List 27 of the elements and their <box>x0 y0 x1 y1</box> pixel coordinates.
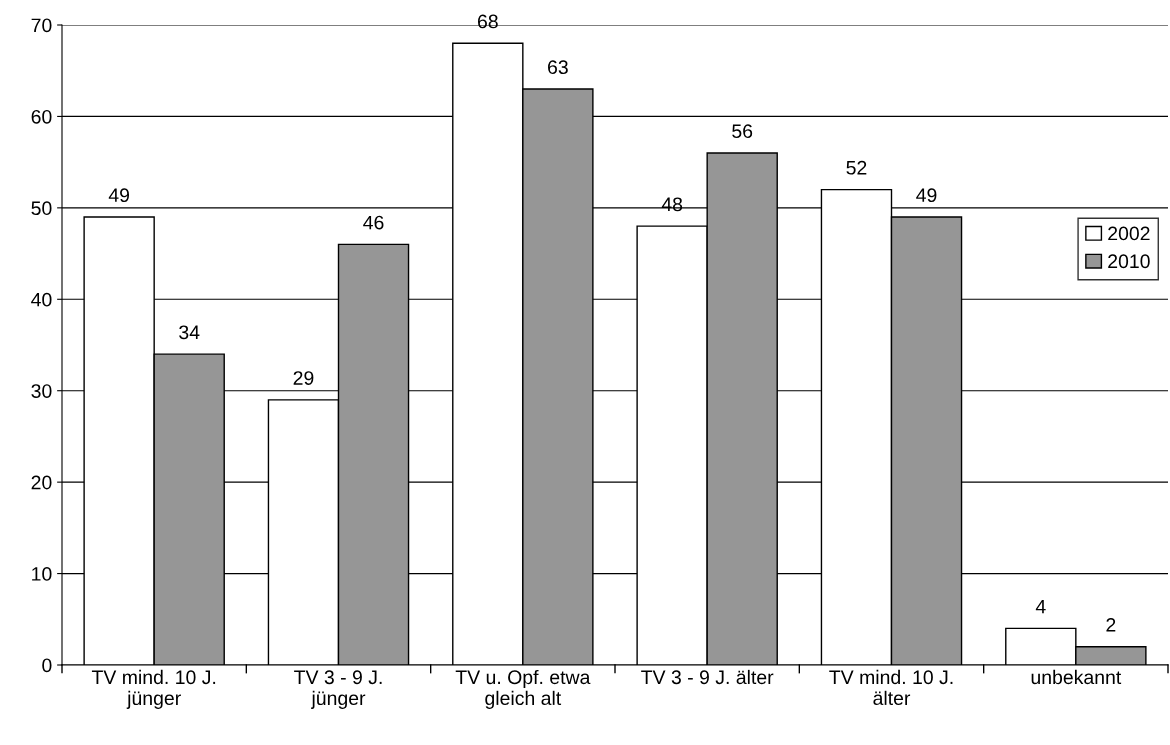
legend-label: 2010 <box>1108 254 1150 269</box>
x-tick-label: TV u. Opf. etwa gleich alt <box>455 669 591 709</box>
data-label: 49 <box>108 188 130 203</box>
x-tick-label: unbekannt <box>1031 669 1122 685</box>
data-label: 56 <box>732 124 753 139</box>
x-tick-label: TV 3 - 9 J. älter <box>641 669 774 685</box>
x-tick-label: TV mind. 10 J. jünger <box>91 669 216 709</box>
y-tick-label: 30 <box>31 384 52 398</box>
data-label: 63 <box>548 60 568 75</box>
y-tick-label: 0 <box>42 658 52 673</box>
y-tick-label: 10 <box>32 567 52 581</box>
data-label: 68 <box>477 14 498 29</box>
data-label: 2 <box>1106 617 1116 632</box>
legend-label: 2002 <box>1108 226 1150 241</box>
data-label: 34 <box>179 325 200 340</box>
y-tick-label: 70 <box>31 18 52 33</box>
data-label: 52 <box>846 160 867 175</box>
y-tick-label: 50 <box>31 201 52 216</box>
data-label: 49 <box>916 188 937 203</box>
data-label: 46 <box>363 215 384 230</box>
y-tick-label: 60 <box>31 109 52 124</box>
y-tick-label: 20 <box>31 475 52 490</box>
y-tick-label: 40 <box>31 292 52 307</box>
x-tick-label: TV 3 - 9 J. jünger <box>294 670 382 709</box>
data-label: 4 <box>1035 599 1046 614</box>
x-tick-label: TV mind. 10 J. älter <box>829 669 953 706</box>
data-label: 29 <box>293 371 314 385</box>
